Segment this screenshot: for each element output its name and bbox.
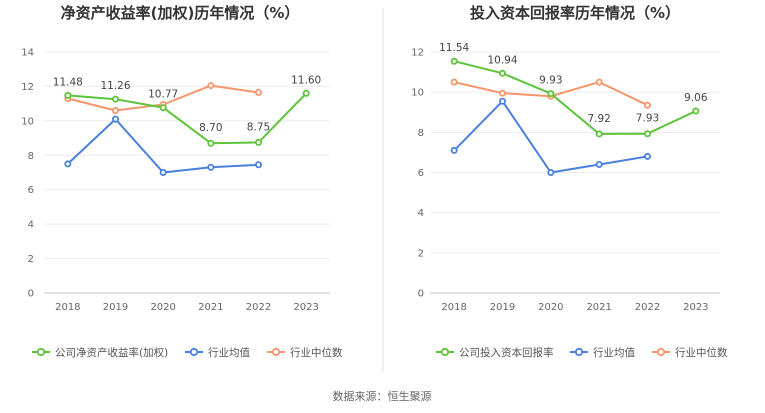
data-point (254, 88, 262, 96)
y-tick-label: 8 (418, 128, 424, 139)
data-point (547, 168, 555, 176)
data-point (207, 139, 215, 147)
data-point (595, 130, 603, 138)
legend-label: 行业均值 (208, 346, 250, 359)
data-point (159, 104, 167, 112)
x-tick-label: 2018 (55, 302, 80, 313)
data-point (644, 101, 652, 109)
data-point (254, 161, 262, 169)
legend-swatch-marker (440, 347, 450, 357)
data-point (644, 152, 652, 160)
data-point (450, 78, 458, 86)
x-tick-label: 2018 (441, 302, 466, 313)
data-source-note: 数据来源：恒生聚源 (333, 389, 432, 403)
legend-label: 行业中位数 (675, 346, 728, 359)
data-point (547, 90, 555, 98)
data-label: 11.48 (53, 76, 83, 88)
data-point (112, 95, 120, 103)
y-tick-label: 2 (28, 254, 34, 265)
y-tick-label: 2 (418, 248, 424, 259)
data-point (595, 160, 603, 168)
data-label: 8.75 (247, 121, 270, 133)
data-label: 11.60 (291, 74, 321, 86)
data-point (498, 69, 506, 77)
x-tick-label: 2019 (490, 302, 515, 313)
series-line (67, 92, 307, 145)
data-point (450, 57, 458, 65)
series-line (453, 60, 697, 135)
y-tick-label: 12 (21, 82, 34, 93)
legend-swatch-marker (656, 347, 666, 357)
data-point (112, 115, 120, 123)
legend-swatch-marker (271, 347, 281, 357)
data-point (207, 163, 215, 171)
y-tick-label: 14 (21, 48, 34, 59)
data-label: 9.06 (684, 92, 708, 104)
legend-swatch-marker (574, 347, 584, 357)
data-label: 10.94 (487, 54, 517, 66)
legend-swatch-marker (36, 347, 46, 357)
data-point (692, 107, 700, 115)
y-tick-label: 10 (21, 116, 34, 127)
y-tick-label: 12 (411, 48, 424, 59)
x-tick-label: 2020 (538, 302, 563, 313)
x-tick-label: 2021 (586, 302, 611, 313)
x-tick-label: 2022 (246, 302, 271, 313)
y-tick-label: 0 (418, 289, 424, 300)
series-line (67, 118, 259, 174)
x-tick-label: 2022 (635, 302, 660, 313)
data-point (595, 78, 603, 86)
y-tick-label: 6 (28, 185, 34, 196)
y-tick-label: 0 (28, 289, 34, 300)
data-point (644, 130, 652, 138)
data-point (498, 97, 506, 105)
chart-title: 净资产收益率(加权)历年情况（%） (61, 4, 300, 22)
data-label: 10.77 (148, 89, 178, 101)
data-point (498, 89, 506, 97)
data-label: 11.54 (439, 42, 469, 54)
data-point (254, 138, 262, 146)
data-label: 9.93 (539, 75, 562, 87)
legend-label: 公司净资产收益率(加权) (55, 346, 168, 359)
y-tick-label: 8 (28, 151, 34, 162)
data-label: 11.26 (100, 80, 130, 92)
x-tick-label: 2020 (150, 302, 175, 313)
x-tick-label: 2023 (683, 302, 708, 313)
legend-swatch-marker (189, 347, 199, 357)
data-point (302, 89, 310, 97)
data-label: 8.70 (199, 122, 222, 134)
data-point (112, 107, 120, 115)
legend-label: 行业均值 (593, 346, 635, 359)
x-tick-label: 2023 (293, 302, 318, 313)
legend-label: 公司投入资本回报率 (459, 346, 554, 359)
y-tick-label: 4 (418, 208, 424, 219)
series-line (453, 100, 648, 174)
x-tick-label: 2019 (103, 302, 128, 313)
y-tick-label: 6 (418, 168, 424, 179)
legend-label: 行业中位数 (290, 346, 343, 359)
data-label: 7.93 (636, 113, 659, 125)
data-point (207, 82, 215, 90)
data-point (159, 168, 167, 176)
x-tick-label: 2021 (198, 302, 223, 313)
data-label: 7.92 (587, 113, 610, 125)
y-tick-label: 10 (411, 88, 424, 99)
data-point (64, 91, 72, 99)
data-point (64, 160, 72, 168)
chart-title: 投入资本回报率历年情况（%） (470, 4, 680, 22)
data-point (450, 146, 458, 154)
y-tick-label: 4 (28, 220, 34, 231)
